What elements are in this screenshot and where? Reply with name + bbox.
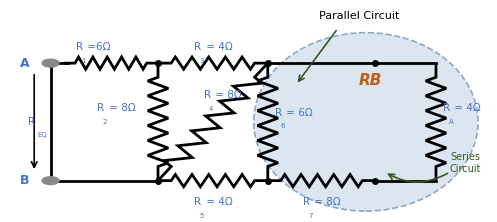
Text: = 8Ω: = 8Ω <box>311 197 341 207</box>
Text: RB: RB <box>359 73 382 88</box>
Text: = 4Ω: = 4Ω <box>451 103 481 113</box>
Text: R: R <box>303 197 310 207</box>
Text: EQ: EQ <box>37 132 47 138</box>
Text: 3: 3 <box>200 58 204 64</box>
Text: 4: 4 <box>209 106 214 112</box>
Text: Parallel Circuit: Parallel Circuit <box>319 11 400 21</box>
Text: 7: 7 <box>309 213 313 219</box>
Text: = 8Ω: = 8Ω <box>106 103 135 113</box>
Text: =6Ω: =6Ω <box>84 42 111 52</box>
Circle shape <box>42 59 59 67</box>
Text: 6: 6 <box>280 123 285 129</box>
Ellipse shape <box>254 33 478 211</box>
Text: = 4Ω: = 4Ω <box>203 197 233 207</box>
Text: A: A <box>20 57 29 70</box>
Text: = 6Ω: = 6Ω <box>283 107 313 117</box>
Circle shape <box>42 177 59 184</box>
Text: R: R <box>275 107 282 117</box>
Text: R: R <box>28 117 35 127</box>
Text: A: A <box>449 119 453 125</box>
Text: R: R <box>204 90 211 100</box>
Text: R: R <box>194 42 201 52</box>
Text: B: B <box>20 174 29 187</box>
Text: R: R <box>76 42 83 52</box>
Text: R: R <box>443 103 450 113</box>
Text: 1: 1 <box>82 58 86 64</box>
Text: R: R <box>97 103 104 113</box>
Text: = 8Ω: = 8Ω <box>212 90 242 100</box>
Text: Series
Circuit: Series Circuit <box>450 152 482 174</box>
Text: 5: 5 <box>200 213 204 219</box>
Text: = 4Ω: = 4Ω <box>203 42 233 52</box>
Text: 2: 2 <box>103 119 107 125</box>
Text: R: R <box>194 197 201 207</box>
